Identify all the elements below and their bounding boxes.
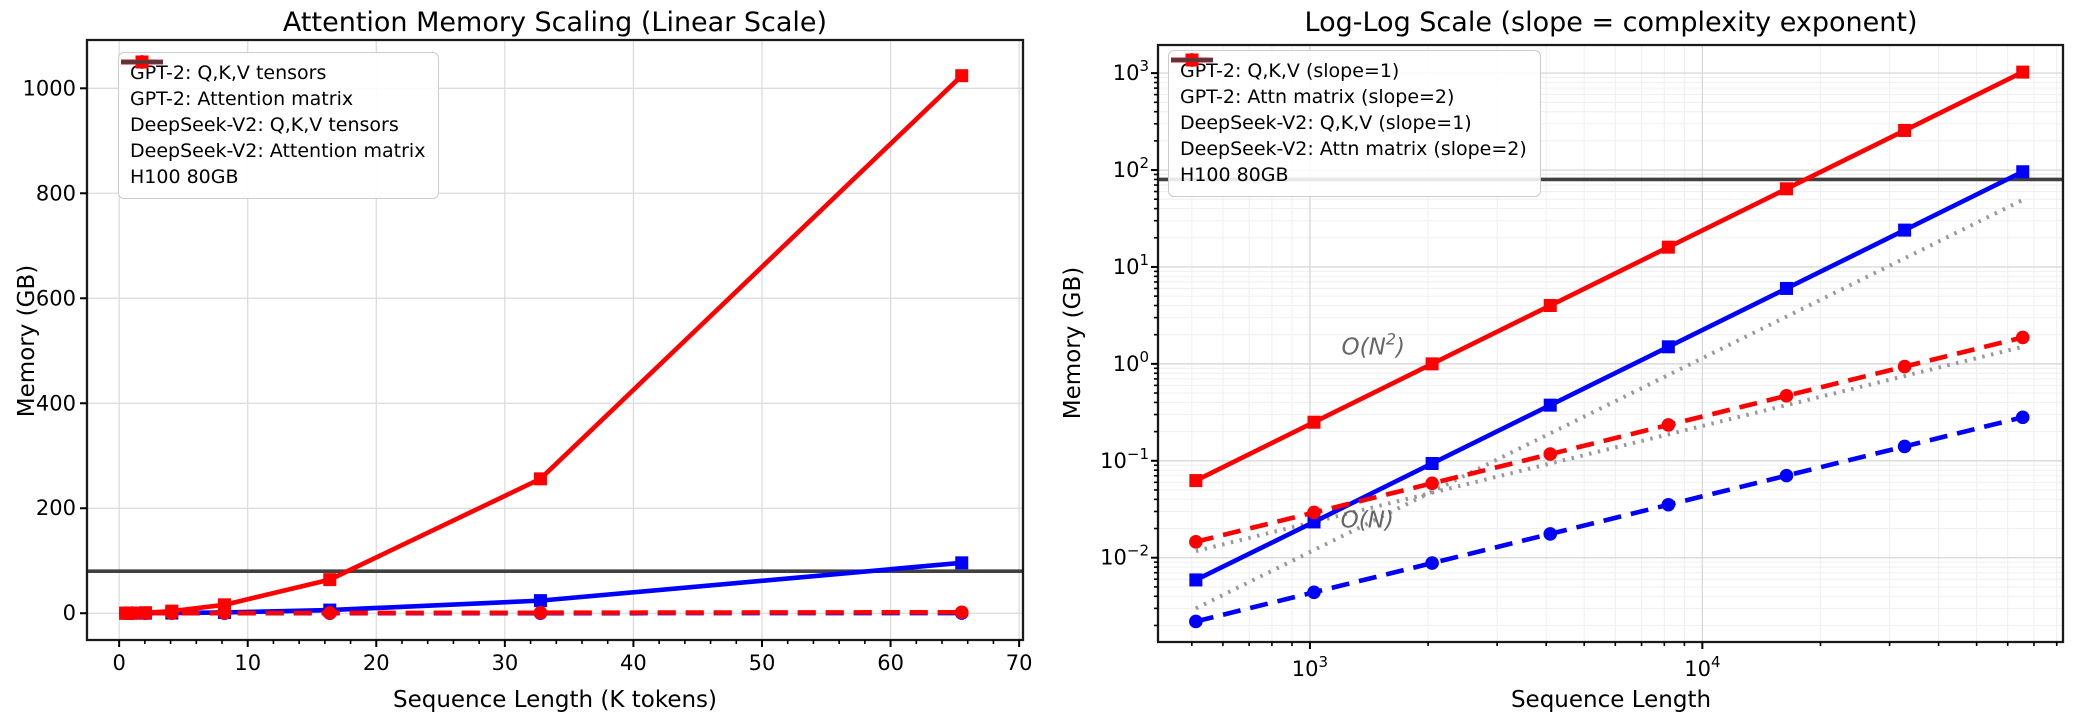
legend-entry: GPT-2: Attention matrix <box>121 55 425 111</box>
svg-text:40: 40 <box>620 651 647 675</box>
legend-entry-label: DeepSeek-V2: Q,K,V (slope=1) <box>1180 112 1472 134</box>
log-log-chart: 103 104 10−2 10−1 100 101 102 103 O(N2) O(N) Log-… <box>1041 0 2082 728</box>
svg-text:70: 70 <box>1006 651 1033 675</box>
grid <box>87 40 1023 640</box>
svg-text:100: 100 <box>1113 348 1149 376</box>
annotation-ON: O(N2) <box>1342 329 1405 360</box>
svg-text:103: 103 <box>1292 653 1328 681</box>
legend: GPT-2: Q,K,V tensors GPT-2: Attention mat… <box>118 52 440 199</box>
legend-entry-label: GPT-2: Q,K,V (slope=1) <box>1180 60 1400 82</box>
svg-text:102: 102 <box>1113 154 1149 182</box>
legend-entry-label: DeepSeek-V2: Attention matrix <box>130 140 426 162</box>
legend-entry-label: H100 80GB <box>1180 164 1289 186</box>
annotations: O(N2) O(N) <box>1341 329 1405 533</box>
svg-text:104: 104 <box>1684 653 1720 681</box>
series-gpt2-qkv <box>1189 410 2030 629</box>
series-gpt2-attn <box>1189 165 2030 587</box>
linear-scale-chart: 0 10 20 30 40 50 60 70 0 200 400 600 800 1000 Attenti… <box>14 7 1033 713</box>
series-deepseek-qkv <box>118 605 969 621</box>
svg-text:50: 50 <box>749 651 776 675</box>
svg-text:600: 600 <box>36 286 76 310</box>
legend-entry-label: DeepSeek-V2: Q,K,V tensors <box>130 114 399 136</box>
plain-line-sample <box>1171 58 1213 62</box>
series-deepseek-qkv <box>1189 330 2030 549</box>
svg-text:800: 800 <box>36 181 76 205</box>
x-axis: 103 104 <box>1191 642 2058 681</box>
svg-text:60: 60 <box>877 651 904 675</box>
series-deepseek-attn <box>119 69 969 620</box>
svg-text:400: 400 <box>36 391 76 415</box>
x-axis-label: Sequence Length (K tokens) <box>392 687 718 713</box>
svg-text:101: 101 <box>1113 251 1149 279</box>
series-deepseek-attn <box>1189 65 2030 488</box>
legend-entry-label: DeepSeek-V2: Attn matrix (slope=2) <box>1180 138 1527 160</box>
svg-text:1000: 1000 <box>23 76 76 100</box>
legend-entry-label: H100 80GB <box>130 166 239 188</box>
y-axis-label: Memory (GB) <box>14 264 40 418</box>
svg-text:200: 200 <box>36 496 76 520</box>
svg-text:20: 20 <box>363 651 390 675</box>
legend: GPT-2: Q,K,V (slope=1) GPT-2: Attn matrix… <box>1168 50 1541 197</box>
svg-text:10: 10 <box>234 651 261 675</box>
legend-entry: H100 80GB <box>121 60 425 189</box>
chart-title: Attention Memory Scaling (Linear Scale) <box>282 7 828 38</box>
linear-chart-canvas: 0 10 20 30 40 50 60 70 0 200 400 600 800 1000 <box>23 38 1033 675</box>
plain-line-sample <box>121 60 163 64</box>
legend-entry: GPT-2: Q,K,V tensors <box>121 55 425 85</box>
svg-text:30: 30 <box>491 651 518 675</box>
legend-entry: DeepSeek-V2: Q,K,V (slope=1) <box>1171 53 1527 135</box>
annotation-ON: O(N) <box>1341 507 1394 533</box>
svg-text:0: 0 <box>63 601 76 625</box>
legend-entry: GPT-2: Q,K,V (slope=1) <box>1171 53 1527 83</box>
y-axis: 0 200 400 600 800 1000 <box>23 76 87 625</box>
svg-text:0: 0 <box>112 651 125 675</box>
complexity-reference-lines <box>1194 198 2024 611</box>
svg-text:10−2: 10−2 <box>1100 542 1149 570</box>
chart-title: Log-Log Scale (slope = complexity expone… <box>1304 7 1918 38</box>
legend-entry-label: GPT-2: Q,K,V tensors <box>130 62 327 84</box>
y-axis: 10−2 10−1 100 101 102 103 <box>1100 57 1158 627</box>
svg-text:103: 103 <box>1113 57 1149 85</box>
y-axis-label: Memory (GB) <box>1060 266 1086 420</box>
x-axis-label: Sequence Length <box>1510 687 1712 713</box>
x-axis: 0 10 20 30 40 50 60 70 <box>112 640 1033 675</box>
svg-text:10−1: 10−1 <box>1100 445 1149 473</box>
legend-entry-label: GPT-2: Attention matrix <box>130 88 354 110</box>
legend-entry-label: GPT-2: Attn matrix (slope=2) <box>1180 86 1455 108</box>
legend-entry: DeepSeek-V2: Q,K,V tensors <box>121 55 425 137</box>
legend-entry: DeepSeek-V2: Attn matrix (slope=2) <box>1171 53 1527 161</box>
legend-entry: H100 80GB <box>1171 58 1527 187</box>
legend-entry: GPT-2: Attn matrix (slope=2) <box>1171 53 1527 109</box>
legend-entry: DeepSeek-V2: Attention matrix <box>121 55 426 163</box>
